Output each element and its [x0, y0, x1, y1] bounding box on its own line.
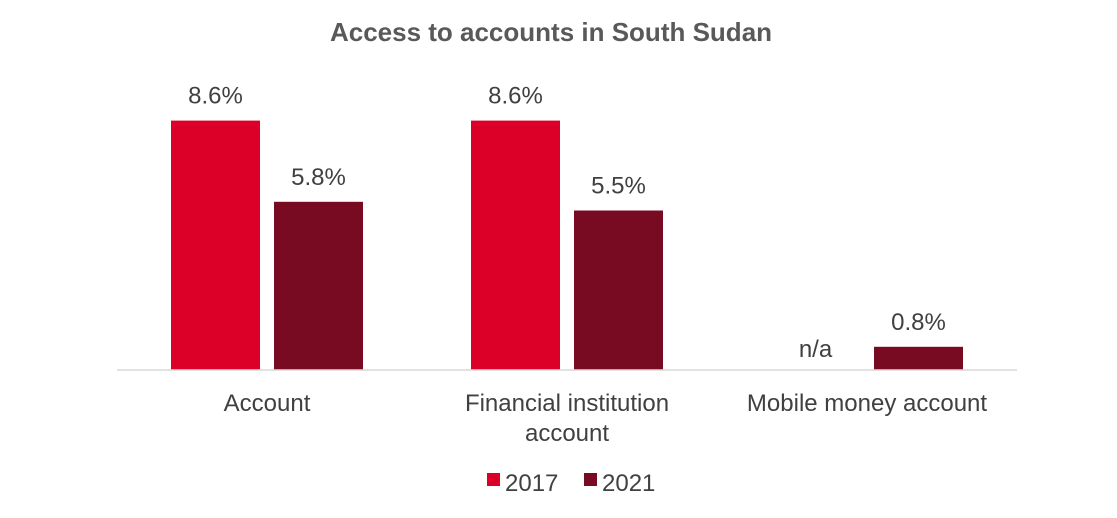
- category-label-1: account: [525, 420, 609, 447]
- data-label-2017-0: 8.6%: [188, 83, 243, 110]
- legend: 2017 2021: [487, 470, 655, 497]
- data-label-2021-1: 5.5%: [591, 173, 646, 200]
- bars-group: [171, 120, 963, 370]
- category-label-1: Financial institution: [465, 390, 669, 417]
- legend-label-2021: 2021: [602, 470, 655, 497]
- data-label-2017-2: n/a: [799, 336, 833, 363]
- data-label-2017-1: 8.6%: [488, 83, 543, 110]
- data-label-2021-0: 5.8%: [291, 164, 346, 191]
- legend-label-2017: 2017: [505, 470, 558, 497]
- bar-2017-1: [471, 120, 560, 370]
- data-label-2021-2: 0.8%: [891, 309, 946, 336]
- bar-2021-0: [274, 201, 363, 370]
- chart-title: Access to accounts in South Sudan: [330, 17, 772, 47]
- bar-2021-2: [874, 346, 963, 370]
- bar-2021-1: [574, 210, 663, 370]
- data-labels-group: 8.6% 5.8% 8.6% 5.5% n/a 0.8%: [188, 83, 946, 363]
- bar-2017-0: [171, 120, 260, 370]
- legend-swatch-2021: [584, 473, 597, 486]
- legend-swatch-2017: [487, 473, 500, 486]
- category-labels-group: Account Financial institution account Mobil…: [224, 390, 988, 447]
- category-label-2: Mobile money account: [747, 390, 987, 417]
- category-label-0: Account: [224, 390, 311, 417]
